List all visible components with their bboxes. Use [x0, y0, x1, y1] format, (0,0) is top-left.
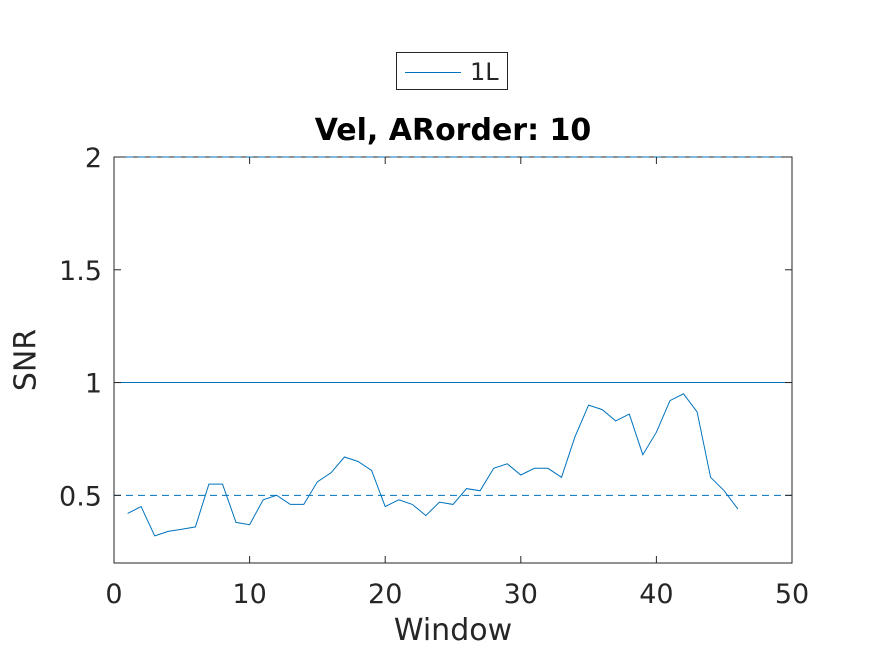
- x-tick-label: 10: [232, 579, 266, 610]
- y-tick-label: 0.5: [59, 481, 102, 512]
- x-axis-label: Window: [393, 613, 513, 648]
- legend-line-1L: [405, 72, 461, 73]
- y-tick-label: 2: [85, 143, 102, 174]
- x-tick-label: 30: [504, 579, 538, 610]
- x-tick-label: 20: [368, 579, 402, 610]
- y-tick-label: 1: [85, 369, 102, 400]
- x-tick-label: 40: [639, 579, 673, 610]
- y-tick-label: 1.5: [59, 256, 102, 287]
- x-tick-label: 0: [105, 579, 122, 610]
- legend: 1L: [396, 52, 508, 90]
- legend-label-1L: 1L: [470, 58, 499, 86]
- x-tick-label: 50: [775, 579, 809, 610]
- plot-area-border: [113, 156, 793, 564]
- chart-title: Vel, ARorder: 10: [314, 113, 592, 148]
- series-line-1L: [127, 393, 739, 537]
